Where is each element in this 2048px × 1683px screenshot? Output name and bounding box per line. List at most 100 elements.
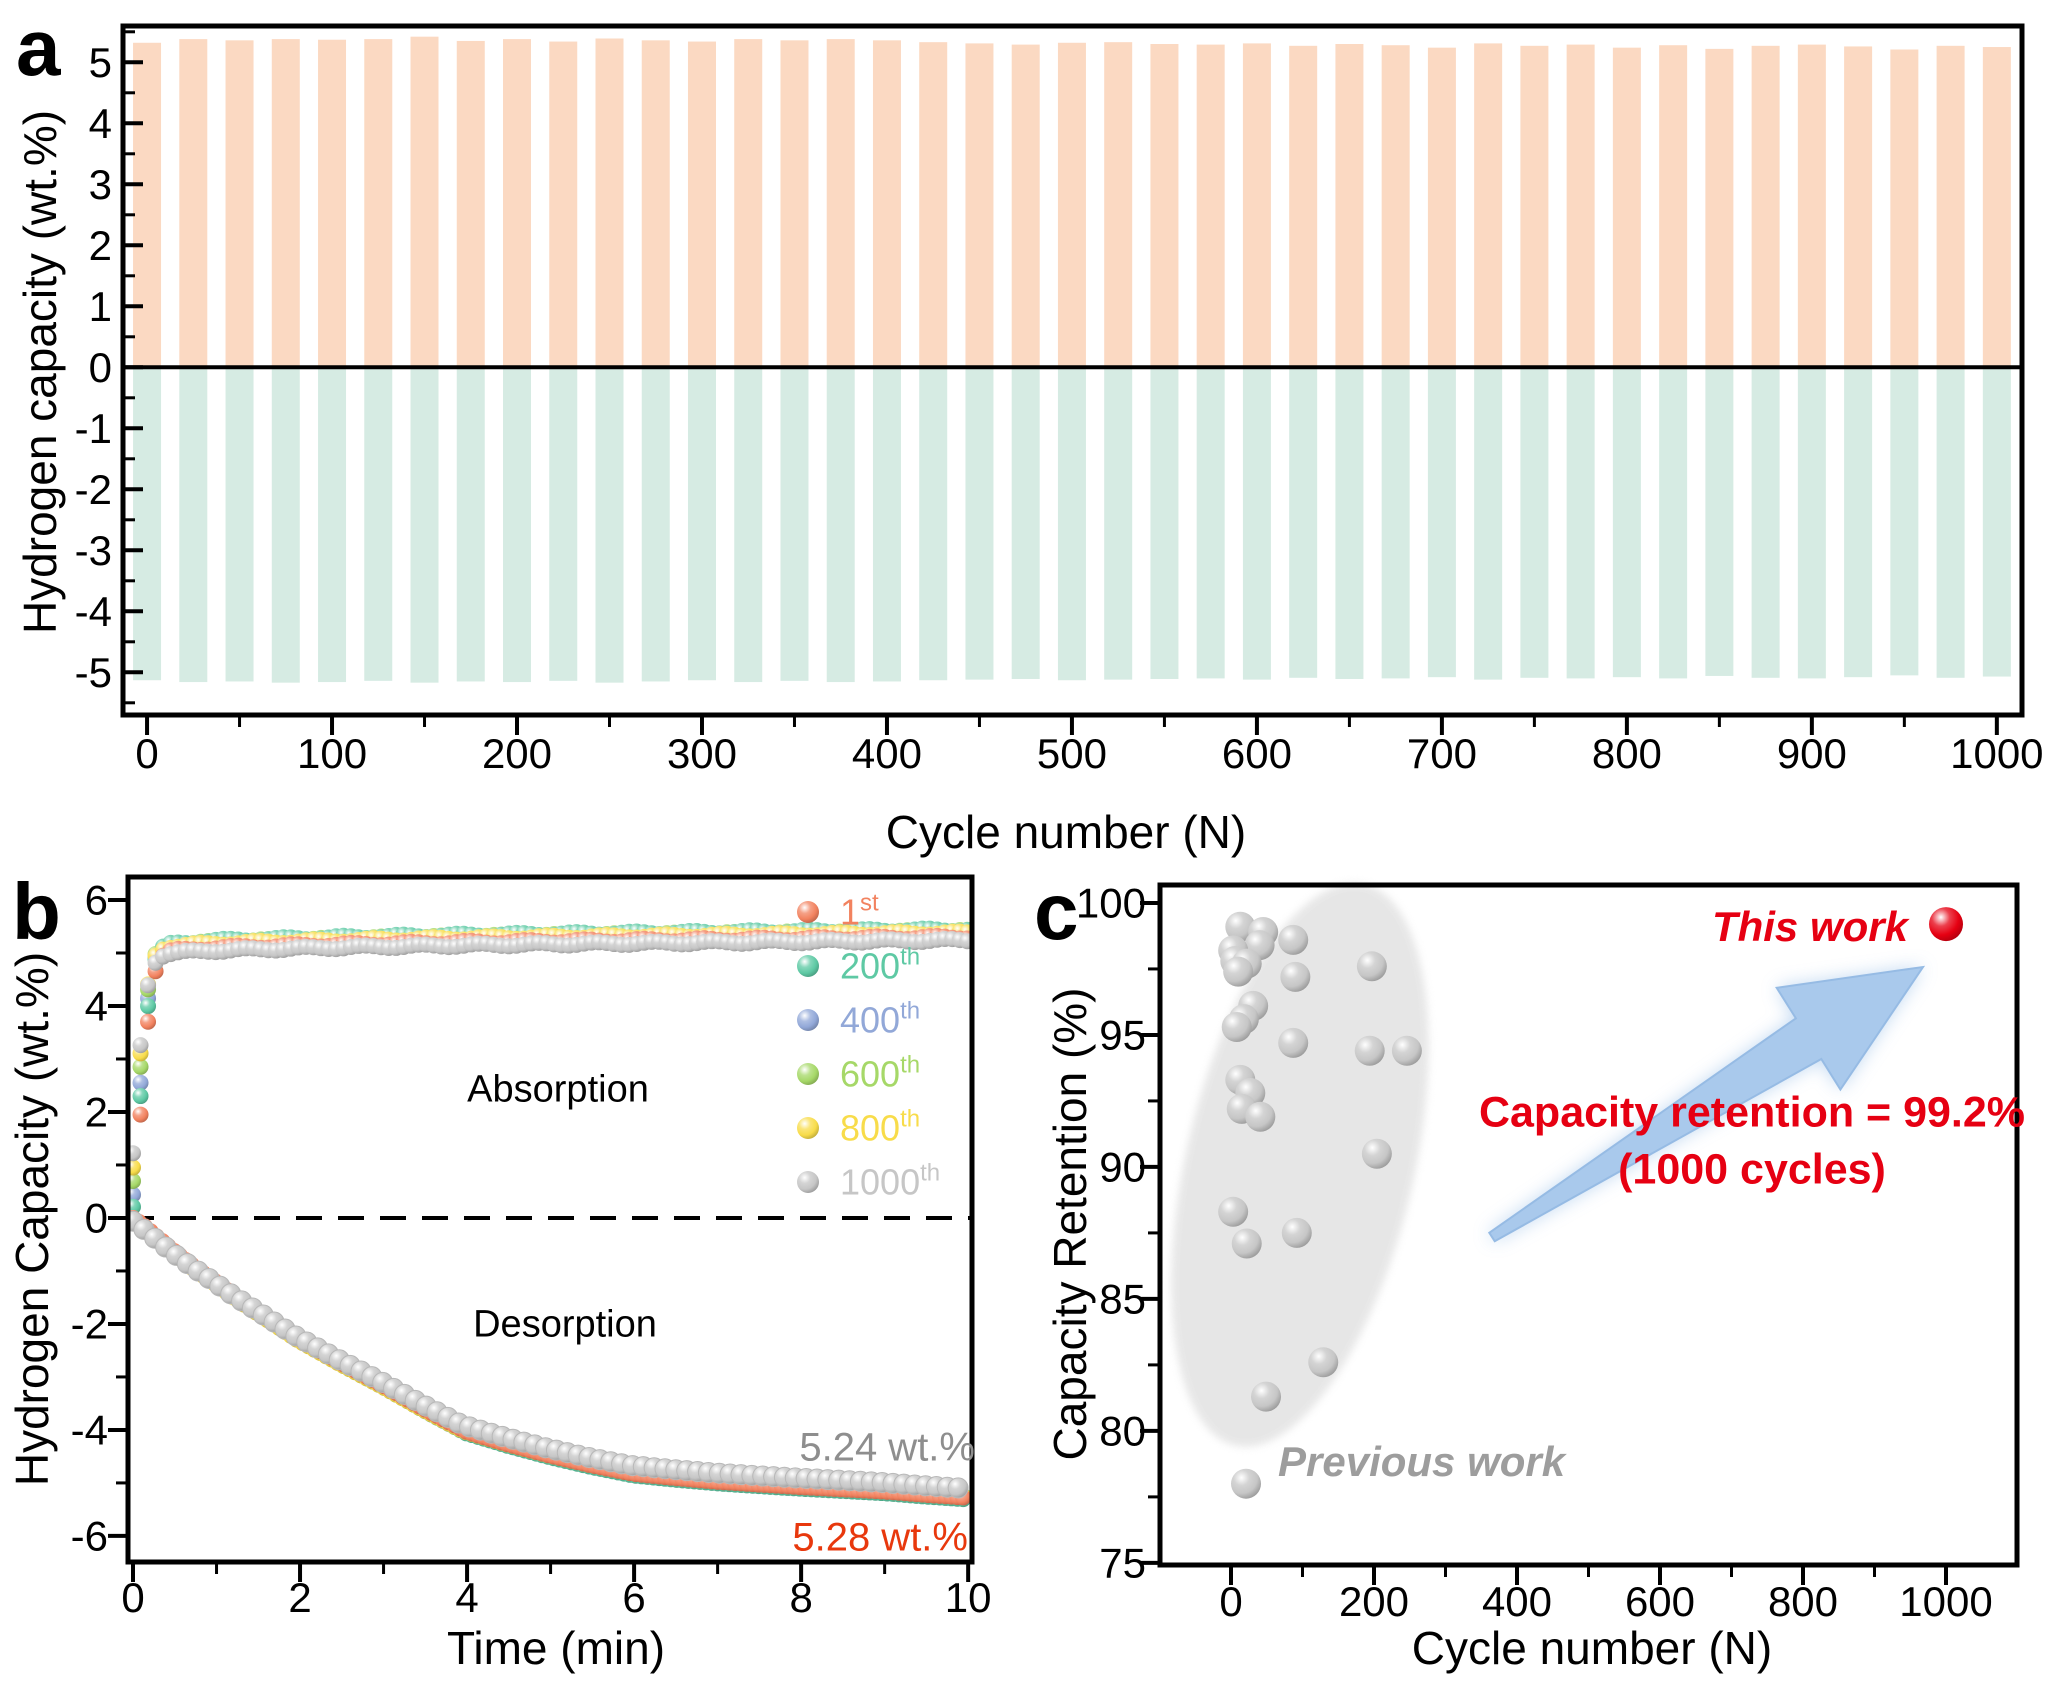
y-tick-label: -1 xyxy=(75,405,112,452)
desorption-bar xyxy=(1381,367,1410,679)
absorption-bar xyxy=(1936,45,1965,368)
y-tick-label: 2 xyxy=(85,1089,108,1136)
legend-label: 800th xyxy=(840,1106,920,1149)
capacity-1000th-value: 5.24 wt.% xyxy=(799,1425,975,1470)
desorption-bar xyxy=(1242,367,1271,680)
x-tick-label: 0 xyxy=(1219,1578,1242,1625)
absorption-bar xyxy=(1612,47,1641,368)
capacity-1st-value: 5.28 wt.% xyxy=(792,1515,968,1560)
previous-work-point xyxy=(1278,924,1309,955)
absorption-bar xyxy=(133,42,162,368)
absorption-bar xyxy=(1427,47,1456,368)
desorption-bar xyxy=(1659,367,1688,679)
absorption-bar xyxy=(271,39,300,368)
previous-work-point xyxy=(1251,1381,1282,1412)
previous-work-point xyxy=(1225,911,1256,942)
y-tick-label: -2 xyxy=(71,1301,108,1348)
absorption-bar xyxy=(687,41,716,368)
absorption-bar xyxy=(410,36,439,368)
previous-work-point xyxy=(1218,1196,1249,1227)
x-tick-label: 600 xyxy=(1222,730,1292,777)
desorption-bar xyxy=(1289,367,1318,678)
desorption-bar xyxy=(734,367,763,683)
x-tick-label: 600 xyxy=(1625,1578,1695,1625)
absorption-bar xyxy=(780,40,809,368)
previous-work-point xyxy=(1391,1035,1422,1066)
previous-work-point xyxy=(1245,1101,1276,1132)
previous-work-point xyxy=(1354,1035,1385,1066)
absorption-bar xyxy=(826,39,855,368)
desorption-bar xyxy=(872,367,901,682)
absorption-bar xyxy=(1566,44,1595,368)
y-tick-label: 90 xyxy=(1099,1144,1146,1191)
desorption-bar xyxy=(1196,367,1225,679)
desorption-bar xyxy=(826,367,855,683)
desorption-bar xyxy=(456,367,485,682)
desorption-bar xyxy=(1612,367,1641,678)
absorption-bar xyxy=(1150,43,1179,368)
y-tick-label: -5 xyxy=(75,649,112,696)
x-tick-label: 10 xyxy=(945,1574,992,1621)
y-tick-label: 0 xyxy=(85,1195,108,1242)
absorption-bar xyxy=(1289,45,1318,368)
x-tick-label: 200 xyxy=(482,730,552,777)
x-tick-label: 2 xyxy=(288,1574,311,1621)
y-tick-label: 1 xyxy=(89,283,112,330)
panel-b-label: b xyxy=(12,867,61,956)
desorption-bar xyxy=(503,367,532,683)
absorption-bar xyxy=(364,39,393,368)
y-tick-label: -2 xyxy=(75,466,112,513)
desorption-bar xyxy=(1520,367,1549,678)
absorption-bar xyxy=(1057,42,1086,368)
legend-entry-1000th: 1000th xyxy=(797,1160,940,1203)
legend-marker xyxy=(797,1063,819,1085)
panel-c: 100 95 90 85 80 75 0 200 400 600 800 1000 xyxy=(1076,880,1993,1625)
absorption-bar xyxy=(734,39,763,368)
absorption-bar xyxy=(1797,44,1826,368)
retention-value-line1: Capacity retention = 99.2% xyxy=(1478,1088,2026,1137)
absorption-bar xyxy=(1104,42,1133,368)
legend-marker xyxy=(797,955,819,977)
desorption-bar xyxy=(364,367,393,681)
previous-work-point xyxy=(1361,1138,1392,1169)
absorption-bar xyxy=(1335,43,1364,368)
desorption-bar xyxy=(641,367,670,682)
absorption-bar xyxy=(641,40,670,368)
absorption-point xyxy=(132,1058,149,1075)
absorption-bar xyxy=(318,39,347,368)
absorption-bar xyxy=(965,43,994,368)
absorption-point xyxy=(140,977,157,994)
absorption-bar xyxy=(1659,45,1688,368)
absorption-bar xyxy=(503,39,532,368)
absorption-bar xyxy=(549,41,578,368)
legend-label: 1000th xyxy=(840,1160,940,1203)
y-tick-label: -6 xyxy=(71,1513,108,1560)
y-tick-label: -4 xyxy=(75,588,112,635)
absorption-bar xyxy=(872,40,901,368)
desorption-bar xyxy=(1104,367,1133,680)
x-tick-label: 8 xyxy=(789,1574,812,1621)
desorption-bar xyxy=(1474,367,1503,680)
desorption-bar xyxy=(133,367,162,681)
desorption-bar xyxy=(179,367,208,683)
retention-value-line2: (1000 cycles) xyxy=(1618,1145,1886,1194)
y-tick-label: 4 xyxy=(89,100,112,147)
legend-marker xyxy=(797,1171,819,1193)
a-x-axis-title: Cycle number (N) xyxy=(885,806,1247,858)
x-tick-label: 400 xyxy=(852,730,922,777)
absorption-point xyxy=(132,1088,149,1105)
y-tick-label: -3 xyxy=(75,527,112,574)
previous-work-point xyxy=(1280,961,1311,992)
y-tick-label: -4 xyxy=(71,1407,108,1454)
c-y-axis-title: Capacity Retention (%) xyxy=(1044,987,1096,1461)
absorption-point xyxy=(132,1106,149,1123)
panel-a-label: a xyxy=(16,3,61,92)
previous-work-point xyxy=(1281,1217,1312,1248)
x-tick-label: 300 xyxy=(667,730,737,777)
legend-label: 1st xyxy=(840,890,879,933)
desorption-bar xyxy=(687,367,716,681)
legend-label: 600th xyxy=(840,1052,920,1095)
desorption-bar xyxy=(1890,367,1919,676)
desorption-bar xyxy=(1011,367,1040,680)
previous-work-point xyxy=(1231,1228,1262,1259)
